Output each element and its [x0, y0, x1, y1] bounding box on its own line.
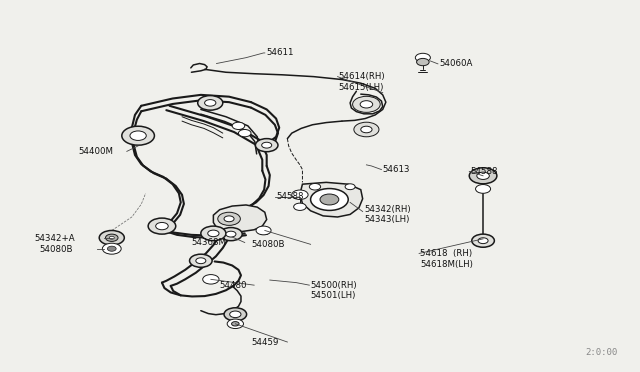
Text: 54342+A: 54342+A	[35, 234, 76, 243]
Circle shape	[230, 311, 241, 318]
Circle shape	[320, 194, 339, 205]
Circle shape	[106, 234, 118, 241]
Polygon shape	[213, 205, 267, 232]
Text: 54615(LH): 54615(LH)	[339, 83, 384, 92]
Text: 54588: 54588	[470, 167, 498, 176]
Text: 54343(LH): 54343(LH)	[364, 215, 409, 224]
Circle shape	[415, 53, 430, 62]
Circle shape	[345, 184, 355, 190]
Circle shape	[198, 96, 223, 110]
Text: 54618M(LH): 54618M(LH)	[420, 260, 473, 269]
Circle shape	[99, 231, 124, 245]
Circle shape	[239, 129, 251, 137]
Circle shape	[294, 203, 306, 211]
Circle shape	[196, 258, 206, 264]
Circle shape	[122, 126, 154, 145]
Text: 54080B: 54080B	[251, 240, 285, 249]
Circle shape	[477, 172, 490, 179]
Circle shape	[232, 322, 239, 326]
Circle shape	[203, 275, 219, 284]
Circle shape	[226, 231, 236, 237]
Circle shape	[360, 101, 372, 108]
Circle shape	[208, 230, 219, 237]
Circle shape	[478, 238, 488, 244]
Circle shape	[109, 236, 115, 239]
Text: 54611: 54611	[267, 48, 294, 57]
Text: 54500(RH): 54500(RH)	[310, 280, 357, 290]
Text: 54342(RH): 54342(RH)	[364, 205, 410, 214]
Circle shape	[309, 183, 321, 190]
Circle shape	[476, 185, 491, 193]
Text: 54588: 54588	[276, 192, 303, 201]
Polygon shape	[300, 182, 363, 217]
Circle shape	[469, 168, 497, 184]
Text: 54613: 54613	[383, 165, 410, 174]
Circle shape	[156, 222, 168, 230]
Circle shape	[220, 228, 242, 241]
Text: 54618  (RH): 54618 (RH)	[420, 249, 472, 258]
Circle shape	[256, 226, 271, 235]
Circle shape	[148, 218, 176, 234]
Circle shape	[232, 122, 244, 129]
Circle shape	[472, 234, 494, 247]
Circle shape	[354, 122, 379, 137]
Text: 54080B: 54080B	[39, 245, 72, 254]
Circle shape	[361, 126, 372, 133]
Text: 54459: 54459	[251, 337, 278, 347]
Circle shape	[102, 243, 121, 254]
Text: 54501(LH): 54501(LH)	[310, 291, 356, 300]
Text: 54400M: 54400M	[79, 147, 113, 156]
Circle shape	[292, 190, 308, 199]
Circle shape	[255, 139, 278, 152]
Circle shape	[224, 308, 246, 321]
Circle shape	[130, 131, 147, 141]
Circle shape	[417, 58, 429, 66]
Circle shape	[201, 226, 226, 241]
Circle shape	[218, 212, 241, 225]
Circle shape	[227, 319, 243, 328]
Circle shape	[108, 246, 116, 251]
Text: 54614(RH): 54614(RH)	[339, 72, 385, 81]
Circle shape	[224, 216, 234, 222]
Circle shape	[189, 254, 212, 267]
Circle shape	[205, 100, 216, 106]
Text: 2:0:00: 2:0:00	[586, 348, 618, 357]
Circle shape	[310, 189, 348, 211]
Text: 54060A: 54060A	[439, 60, 472, 68]
Circle shape	[353, 96, 380, 112]
Text: 54368M: 54368M	[191, 238, 227, 247]
Circle shape	[262, 142, 272, 148]
Text: 54480: 54480	[220, 280, 247, 290]
